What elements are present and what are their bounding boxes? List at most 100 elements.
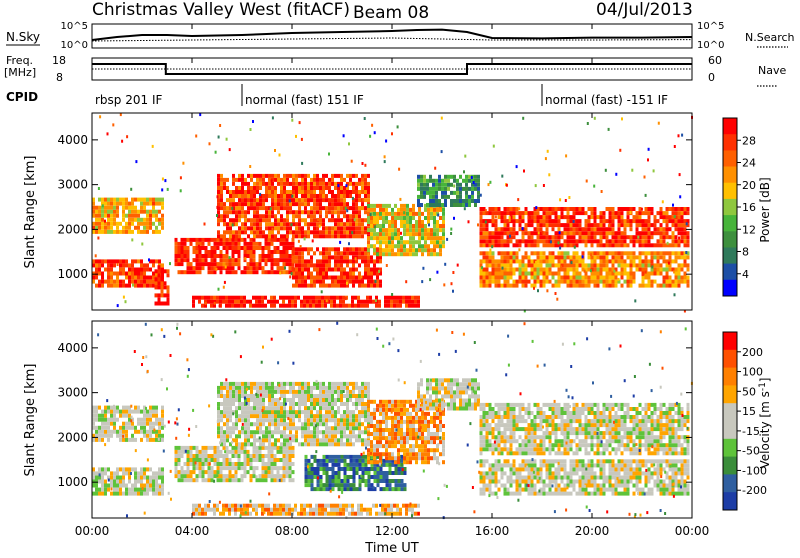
power-cell bbox=[164, 302, 167, 306]
velocity-cell bbox=[217, 430, 220, 434]
power-cell bbox=[636, 263, 639, 267]
velocity-cell bbox=[137, 480, 140, 484]
power-cell bbox=[256, 210, 259, 214]
power-speckle bbox=[573, 220, 575, 223]
power-cell bbox=[576, 219, 579, 223]
velocity-cell bbox=[256, 410, 259, 414]
power-cell bbox=[253, 214, 256, 218]
power-cell bbox=[232, 178, 235, 182]
velocity-cell bbox=[283, 454, 286, 458]
power-cell bbox=[337, 251, 340, 255]
velocity-cell bbox=[361, 398, 364, 402]
power-cell bbox=[409, 224, 412, 228]
power-cell bbox=[265, 214, 268, 218]
power-cell bbox=[387, 304, 390, 308]
velocity-cell bbox=[298, 402, 301, 406]
power-cell bbox=[229, 242, 232, 246]
power-speckle bbox=[658, 122, 660, 125]
power-speckle bbox=[488, 183, 490, 186]
velocity-cell bbox=[337, 386, 340, 390]
velocity-cell bbox=[265, 434, 268, 438]
power-cell bbox=[639, 251, 642, 255]
velocity-cell bbox=[289, 466, 292, 470]
velocity-cell bbox=[292, 398, 295, 402]
power-cell bbox=[286, 238, 289, 242]
velocity-cell bbox=[350, 487, 353, 491]
power-cell bbox=[675, 284, 678, 288]
power-cell bbox=[489, 243, 492, 247]
power-cell bbox=[161, 293, 164, 297]
velocity-cell bbox=[343, 410, 346, 414]
power-cell bbox=[235, 246, 238, 250]
power-cell bbox=[373, 232, 376, 236]
power-cell bbox=[495, 239, 498, 243]
power-cell bbox=[606, 268, 609, 272]
power-cell bbox=[280, 206, 283, 210]
power-cell bbox=[654, 272, 657, 276]
power-cell bbox=[465, 203, 468, 207]
power-cell bbox=[612, 219, 615, 223]
power-cell bbox=[240, 304, 243, 308]
velocity-cell bbox=[107, 434, 110, 438]
velocity-cell bbox=[364, 426, 367, 430]
power-cell bbox=[513, 227, 516, 231]
power-cell bbox=[187, 238, 190, 242]
velocity-cell bbox=[146, 414, 149, 418]
power-cell bbox=[161, 269, 164, 273]
velocity-cell bbox=[322, 386, 325, 390]
power-cell bbox=[229, 234, 232, 238]
velocity-cell bbox=[190, 474, 193, 478]
velocity-cell bbox=[367, 394, 370, 398]
power-cell bbox=[621, 223, 624, 227]
velocity-cell bbox=[250, 454, 253, 458]
power-cell bbox=[573, 280, 576, 284]
power-speckle bbox=[337, 184, 339, 187]
power-cell bbox=[588, 219, 591, 223]
power-cell bbox=[217, 218, 220, 222]
velocity-cell bbox=[277, 402, 280, 406]
velocity-cell bbox=[241, 410, 244, 414]
power-cell bbox=[373, 244, 376, 248]
velocity-cell bbox=[298, 390, 301, 394]
power-cell bbox=[220, 182, 223, 186]
power-cell bbox=[594, 284, 597, 288]
velocity-cell bbox=[229, 426, 232, 430]
power-cell bbox=[340, 280, 343, 284]
power-cell bbox=[217, 238, 220, 242]
power-cell bbox=[340, 178, 343, 182]
power-cell bbox=[534, 263, 537, 267]
power-cell bbox=[116, 210, 119, 214]
nave-tick-bottom: 0 bbox=[708, 71, 715, 84]
power-cell bbox=[367, 280, 370, 284]
power-cell bbox=[131, 218, 134, 222]
velocity-cell bbox=[271, 474, 274, 478]
velocity-cell bbox=[238, 402, 241, 406]
velocity-cell bbox=[358, 394, 361, 398]
power-cell bbox=[603, 251, 606, 255]
power-cell bbox=[439, 248, 442, 252]
power-cell bbox=[158, 273, 161, 277]
velocity-cell bbox=[229, 410, 232, 414]
power-cell bbox=[609, 231, 612, 235]
power-speckle bbox=[428, 223, 430, 226]
velocity-cell bbox=[289, 402, 292, 406]
power-cell bbox=[343, 247, 346, 251]
power-speckle bbox=[371, 124, 373, 127]
power-cell bbox=[301, 230, 304, 234]
velocity-cell bbox=[196, 446, 199, 450]
power-cell bbox=[406, 232, 409, 236]
power-cell bbox=[220, 242, 223, 246]
power-cell bbox=[382, 224, 385, 228]
power-cell bbox=[340, 276, 343, 280]
velocity-cell bbox=[325, 406, 328, 410]
power-speckle bbox=[645, 194, 647, 197]
velocity-cell bbox=[220, 434, 223, 438]
velocity-cell bbox=[125, 471, 128, 475]
velocity-cell bbox=[229, 478, 232, 482]
power-cell bbox=[313, 251, 316, 255]
velocity-cell bbox=[211, 446, 214, 450]
power-cell bbox=[328, 210, 331, 214]
power-cell bbox=[322, 198, 325, 202]
velocity-cell bbox=[319, 442, 322, 446]
power-cell bbox=[250, 218, 253, 222]
